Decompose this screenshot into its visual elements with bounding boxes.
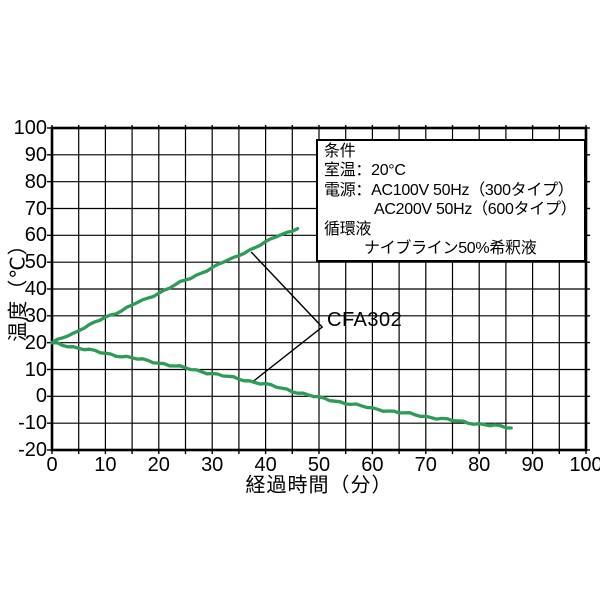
condition-power-source-2: AC200V 50Hz（600タイプ） — [374, 201, 577, 219]
plot-border — [50, 126, 588, 452]
condition-circulating-fluid-label: 循環液 — [324, 220, 372, 238]
condition-circulating-fluid-value: ナイブライン50%希釈液 — [364, 240, 537, 258]
condition-room-temperature: 室温：20°C — [324, 162, 406, 180]
x-tick-label: 60 — [361, 454, 384, 476]
x-axis-title: 経過時間（分） — [245, 474, 393, 497]
y-tick-label: 90 — [24, 143, 47, 166]
conditions-box: 条件 室温：20°C 電源：AC100V 50Hz（300タイプ） AC200V… — [316, 139, 586, 262]
x-tick-label: 40 — [254, 454, 277, 476]
series-callout-label: CFA302 — [327, 309, 403, 331]
y-tick-label: 50 — [24, 251, 47, 274]
y-tick-label: 60 — [24, 224, 47, 247]
x-tick-label: 20 — [147, 454, 170, 476]
x-tick-label: 50 — [307, 454, 331, 476]
callout-leader-lines — [250, 251, 324, 383]
conditions-title: 条件 — [324, 143, 356, 160]
x-tick-label: 0 — [46, 454, 58, 476]
x-tick-label: 100 — [569, 454, 600, 476]
x-tick-label: 10 — [94, 454, 117, 476]
y-tick-label: 20 — [24, 331, 47, 354]
cooling-curve — [50, 341, 513, 430]
y-tick-label: 10 — [24, 358, 47, 381]
y-tick-label: 70 — [24, 197, 47, 220]
y-tick-label: 100 — [13, 117, 47, 139]
y-tick-label: 80 — [24, 170, 47, 193]
y-tick-label: 30 — [24, 304, 47, 327]
heating-curve — [50, 226, 300, 345]
y-tick-label: -20 — [18, 439, 47, 461]
x-tick-label: 30 — [201, 454, 224, 476]
x-tick-label: 70 — [414, 454, 437, 476]
condition-power-source-1: 電源：AC100V 50Hz（300タイプ） — [324, 181, 574, 199]
y-tick-label: 40 — [24, 278, 47, 300]
x-tick-label: 90 — [521, 454, 544, 476]
y-tick-label: 0 — [35, 385, 47, 408]
x-tick-label: 80 — [468, 454, 491, 476]
y-tick-label: -10 — [18, 412, 47, 435]
